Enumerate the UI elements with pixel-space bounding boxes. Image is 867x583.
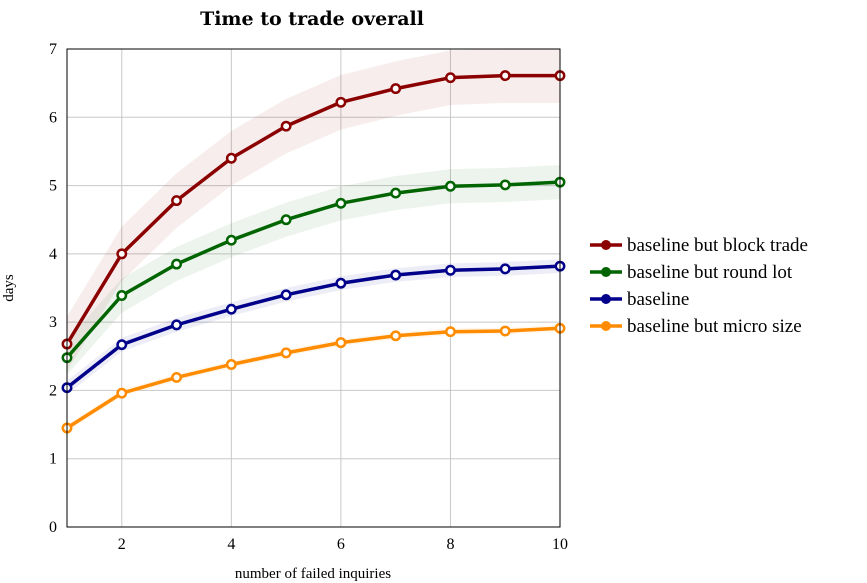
- baseline-line: [65, 264, 561, 390]
- baseline-point: [499, 263, 511, 275]
- y-tick-label: 7: [49, 41, 57, 58]
- x-tick-label: 8: [446, 536, 454, 553]
- x-axis-label: number of failed inquiries: [235, 566, 391, 582]
- baseline-but-block-trade-point: [171, 195, 183, 207]
- baseline-band: [67, 259, 560, 395]
- legend-label: baseline but micro size: [627, 316, 802, 337]
- x-tick-labels: 2 4 6 8 10: [118, 536, 568, 553]
- baseline-but-round-lot-point: [335, 197, 347, 209]
- baseline-but-micro-size-point: [116, 387, 128, 399]
- y-tick-label: 3: [49, 314, 57, 331]
- legend-item: baseline but round lot: [590, 262, 793, 283]
- y-tick-label: 0: [49, 519, 57, 536]
- legend-item: baseline but micro size: [590, 316, 802, 337]
- baseline-but-round-lot-point: [390, 187, 402, 199]
- baseline-but-block-trade-point: [225, 152, 237, 164]
- baseline-but-round-lot-point: [280, 214, 292, 226]
- baseline-but-micro-size-point: [171, 372, 183, 383]
- baseline-but-micro-size-point: [335, 337, 347, 349]
- y-tick-label: 4: [49, 246, 57, 263]
- baseline-but-round-lot-point: [444, 180, 456, 192]
- legend-label: baseline: [627, 289, 689, 310]
- y-tick-label: 2: [49, 382, 57, 399]
- baseline-but-micro-size-point: [225, 359, 237, 370]
- chart-title: Time to trade overall: [200, 8, 424, 30]
- y-tick-label: 1: [49, 451, 57, 468]
- confidence-bands: [67, 48, 560, 432]
- legend-item: baseline: [590, 289, 689, 310]
- baseline-but-block-trade-line: [65, 73, 560, 345]
- legend-swatch-marker: [601, 267, 611, 277]
- x-tick-label: 10: [552, 536, 568, 553]
- x-tick-label: 2: [118, 536, 126, 553]
- plot-frame: [66, 48, 561, 528]
- legend-swatch-marker: [601, 294, 611, 304]
- x-tick-label: 4: [227, 536, 235, 553]
- legend-label: baseline but round lot: [627, 262, 793, 283]
- baseline-point: [390, 269, 402, 281]
- baseline-but-micro-size-point: [390, 330, 402, 342]
- y-tick-labels: 0 1 2 3 4 5 6 7: [49, 41, 57, 536]
- baseline-but-micro-size-point: [444, 326, 456, 338]
- baseline-but-micro-size-point: [499, 325, 511, 337]
- legend-label: baseline but block trade: [627, 235, 808, 256]
- x-tick-label: 6: [337, 536, 345, 553]
- baseline-but-block-trade-point: [335, 96, 347, 108]
- legend-item: baseline but block trade: [590, 235, 808, 256]
- baseline-but-block-trade-point: [116, 248, 128, 260]
- legend-swatch-marker: [601, 321, 611, 331]
- series-lines: [65, 73, 561, 430]
- y-axis-label: days: [1, 274, 17, 302]
- baseline-but-micro-size-line: [66, 326, 561, 430]
- legend-swatch-marker: [601, 240, 611, 250]
- baseline-but-block-trade-point: [390, 83, 402, 95]
- baseline-but-block-trade-point: [280, 120, 292, 132]
- y-tick-label: 5: [49, 178, 57, 195]
- baseline-but-block-trade-point: [499, 70, 511, 82]
- baseline-point: [444, 264, 456, 276]
- baseline-point: [335, 277, 347, 289]
- baseline-point: [171, 319, 183, 331]
- baseline-but-round-lot-point: [499, 179, 511, 191]
- baseline-point: [225, 303, 237, 315]
- legend: baseline but block trade baseline but rou…: [590, 235, 808, 337]
- baseline-but-round-lot-point: [225, 234, 237, 246]
- baseline-but-round-lot-line: [65, 180, 561, 359]
- y-tick-label: 6: [49, 109, 57, 126]
- baseline-but-round-lot-point: [171, 258, 183, 270]
- baseline-point: [116, 339, 128, 351]
- baseline-but-micro-size-point: [280, 347, 292, 359]
- baseline-point: [280, 289, 292, 301]
- baseline-but-round-lot-point: [116, 290, 128, 301]
- baseline-but-block-trade-point: [444, 72, 456, 84]
